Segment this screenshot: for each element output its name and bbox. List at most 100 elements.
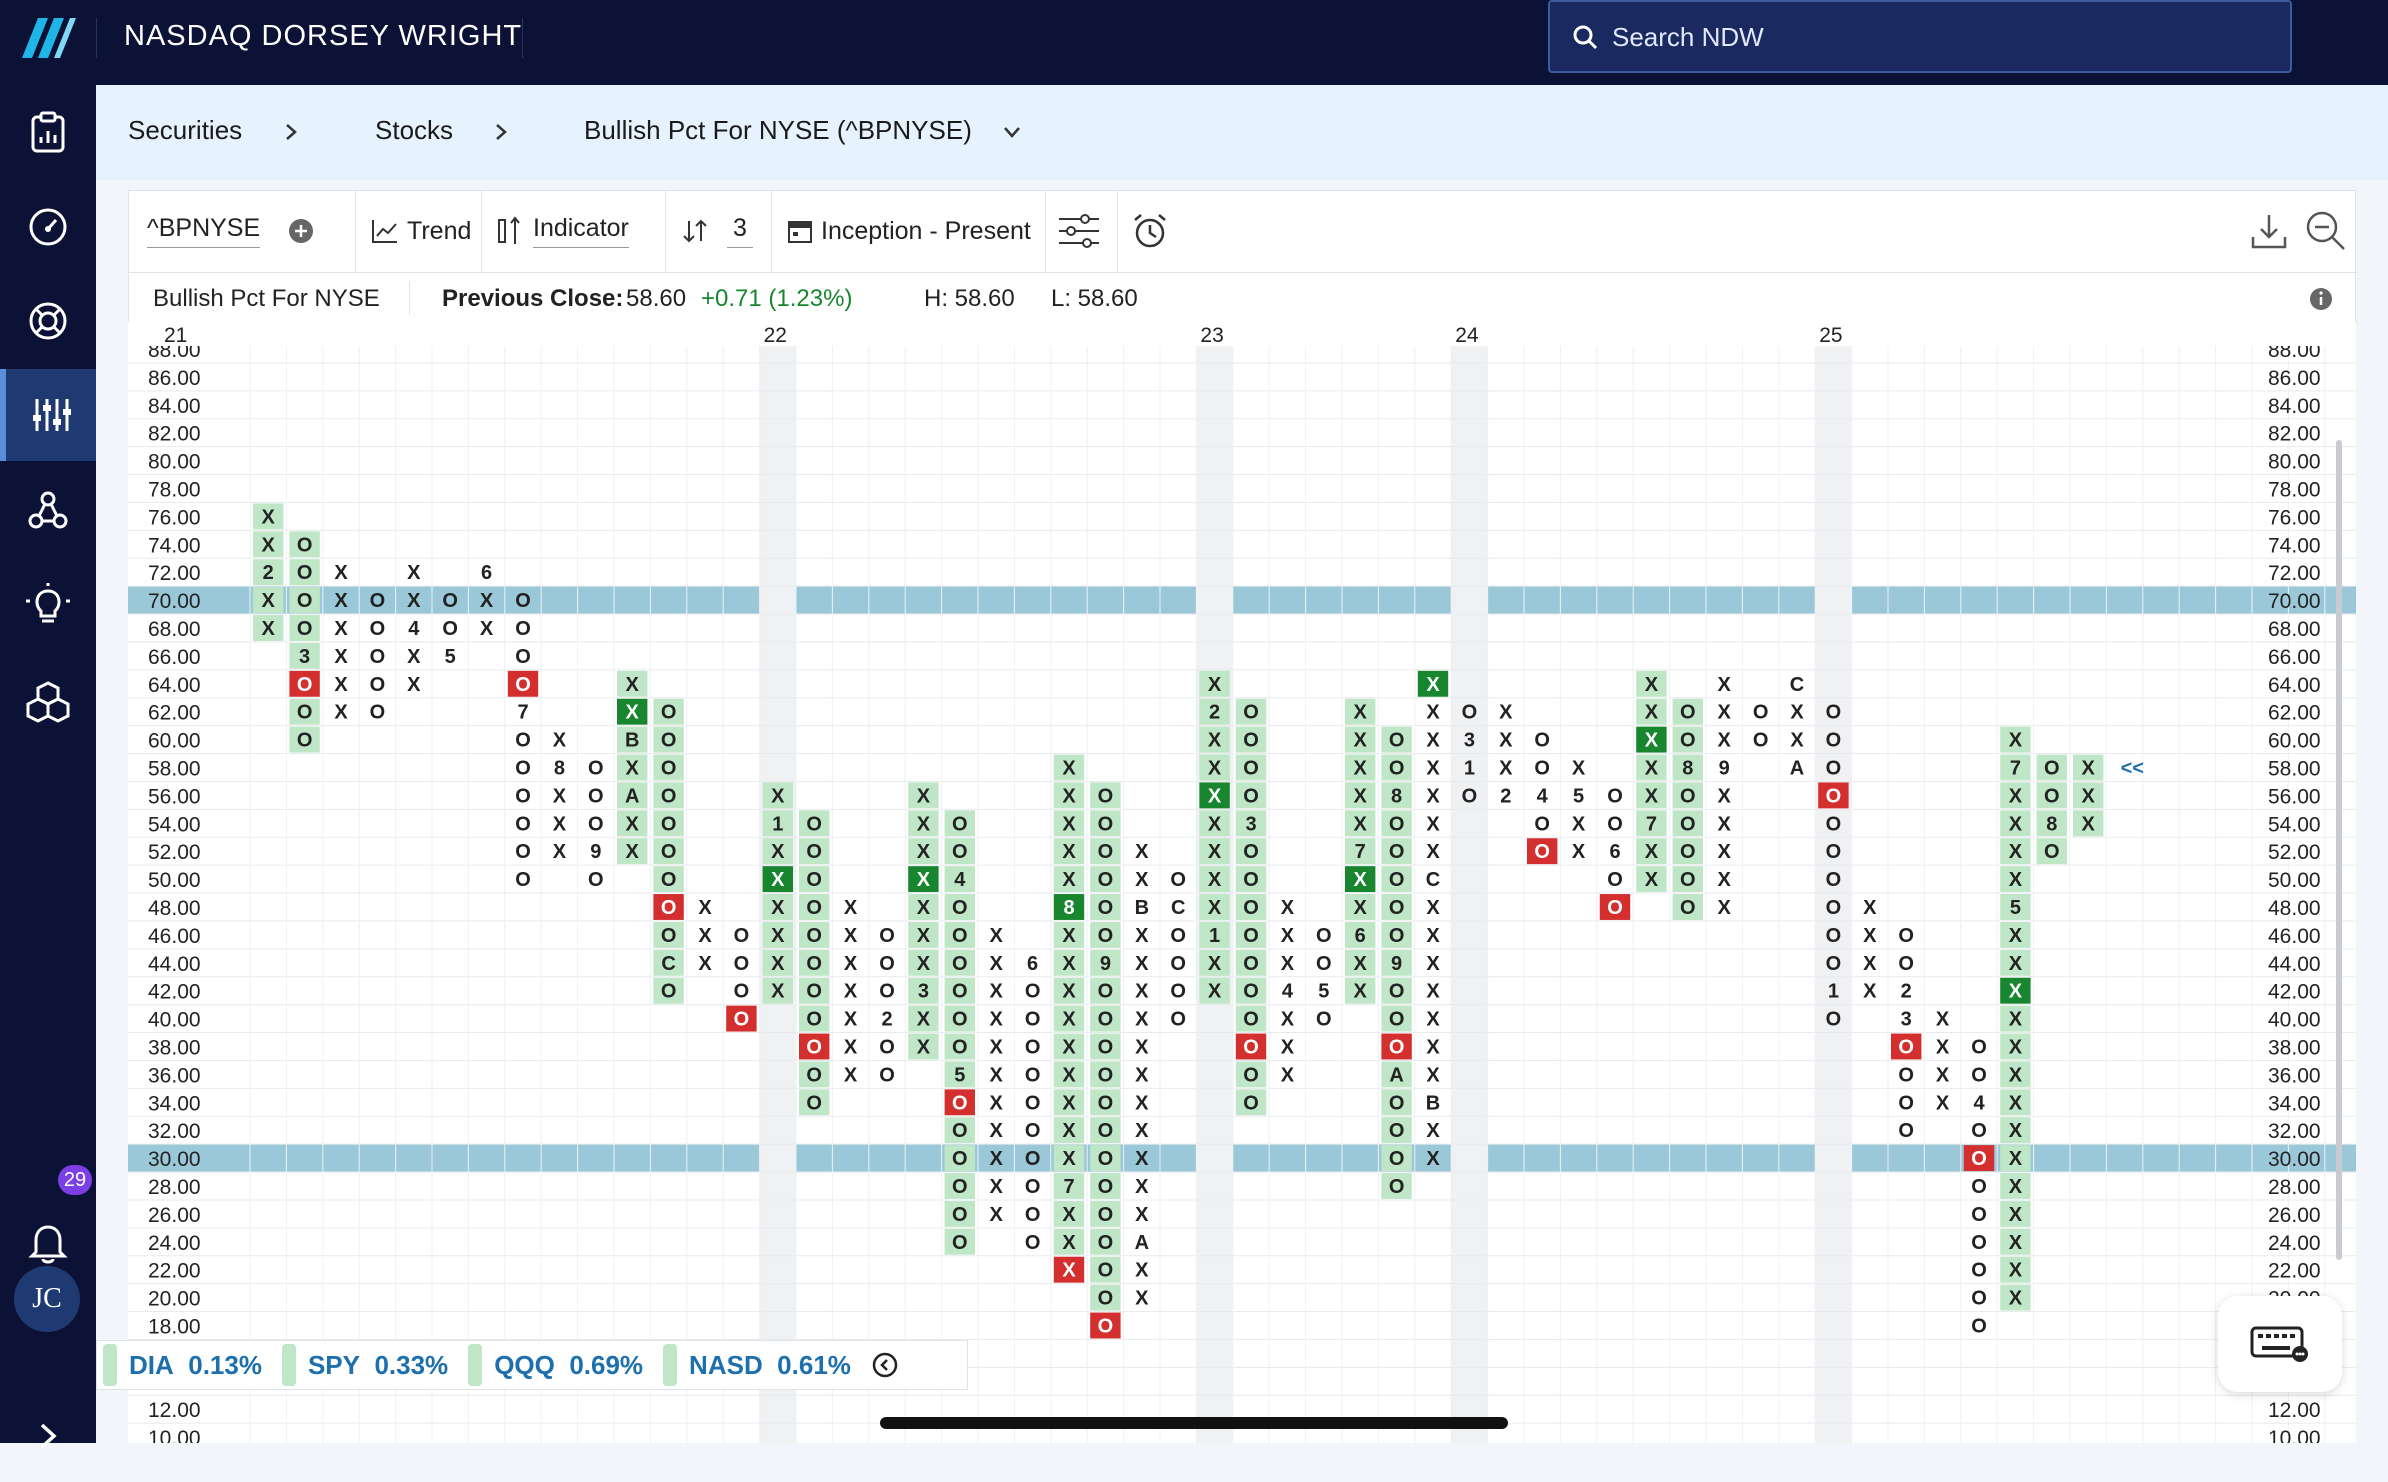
pf-box bbox=[2073, 810, 2104, 837]
ticker-qqq[interactable]: QQQ 0.69% bbox=[462, 1340, 657, 1390]
pf-box bbox=[762, 838, 793, 865]
pf-o-mark: O bbox=[1098, 813, 1114, 835]
pf-x-mark: X bbox=[1354, 758, 1368, 780]
zoom-out-icon[interactable] bbox=[2304, 209, 2348, 253]
settings-sliders-icon bbox=[1059, 214, 1099, 248]
pf-o-mark: O bbox=[515, 618, 531, 640]
nasdaq-logo[interactable] bbox=[18, 14, 78, 62]
pf-box bbox=[2073, 782, 2104, 809]
pf-o-mark: O bbox=[588, 785, 604, 807]
breadcrumb-stocks[interactable]: Stocks bbox=[375, 115, 454, 145]
ticker-nasd[interactable]: NASD 0.61% bbox=[657, 1340, 865, 1390]
sidebar-reports-button[interactable] bbox=[0, 87, 96, 179]
alarm-clock-icon bbox=[1134, 214, 1166, 248]
info-icon[interactable] bbox=[2309, 287, 2333, 311]
pf-o-mark: O bbox=[1243, 841, 1259, 863]
ticker-expand-icon[interactable] bbox=[871, 1351, 899, 1379]
sidebar-dashboard-button[interactable] bbox=[0, 181, 96, 273]
pf-o-mark: O bbox=[806, 981, 822, 1003]
pf-x-mark: X bbox=[1208, 730, 1222, 752]
pf-box bbox=[1053, 782, 1085, 809]
pf-x-mark: X bbox=[1062, 1092, 1076, 1114]
pf-box bbox=[1636, 838, 1667, 865]
pf-box bbox=[1345, 754, 1376, 781]
pf-x-mark: X bbox=[1426, 953, 1440, 975]
pf-box bbox=[1053, 1200, 1085, 1227]
pf-o-mark: O bbox=[661, 841, 677, 863]
alert-button[interactable] bbox=[1131, 211, 1169, 251]
pf-o-mark: O bbox=[1389, 758, 1405, 780]
speedometer-icon bbox=[29, 208, 67, 246]
sidebar-charts-button[interactable] bbox=[0, 369, 96, 461]
info-divider bbox=[409, 281, 410, 315]
trend-button[interactable]: Trend bbox=[371, 211, 471, 251]
pf-x-mark: X bbox=[1135, 1064, 1149, 1086]
breadcrumb-current[interactable]: Bullish Pct For NYSE (^BPNYSE) bbox=[584, 115, 972, 145]
search-input[interactable] bbox=[1612, 2, 2272, 72]
pf-o-mark: O bbox=[1170, 925, 1186, 947]
pf-x-mark: X bbox=[1936, 1009, 1950, 1031]
pf-o-mark: O bbox=[1389, 813, 1405, 835]
pf-o-mark: 4 bbox=[1537, 785, 1549, 807]
pf-o-mark: 3 bbox=[1464, 730, 1475, 752]
pf-x-mark: X bbox=[1645, 674, 1659, 696]
sidebar-ideas-button[interactable] bbox=[0, 559, 96, 651]
pf-x-mark: X bbox=[2009, 981, 2023, 1003]
vertical-scrollbar[interactable] bbox=[2336, 440, 2342, 1260]
keyboard-button[interactable] bbox=[2218, 1296, 2342, 1392]
pf-x-mark: X bbox=[2009, 1037, 2023, 1059]
box-reversal-select[interactable]: 3 bbox=[681, 211, 753, 251]
pf-box bbox=[908, 1005, 939, 1032]
pf-x-mark: X bbox=[2009, 813, 2023, 835]
pf-box bbox=[908, 866, 939, 893]
chart-settings-button[interactable] bbox=[1057, 211, 1101, 251]
chevron-down-icon[interactable] bbox=[1002, 125, 1022, 139]
symbol-value[interactable]: ^BPNYSE bbox=[147, 214, 261, 248]
breadcrumb: Securities Stocks Bullish Pct For NYSE (… bbox=[96, 85, 2388, 180]
chevron-right-icon bbox=[286, 124, 297, 140]
sidebar-expand-button[interactable] bbox=[0, 1390, 96, 1482]
pf-x-mark: X bbox=[917, 897, 931, 919]
pf-o-mark: O bbox=[952, 1204, 968, 1226]
pf-box bbox=[253, 531, 284, 558]
y-axis-tick-right: 40.00 bbox=[2268, 1009, 2321, 1032]
user-avatar[interactable]: JC bbox=[14, 1266, 80, 1332]
pf-box bbox=[653, 754, 684, 781]
sidebar-models-button[interactable] bbox=[0, 655, 96, 747]
pf-box bbox=[908, 1033, 939, 1060]
indicator-button[interactable]: Indicator bbox=[497, 211, 629, 251]
sidebar-notifications-button[interactable] bbox=[0, 1197, 96, 1289]
sidebar-support-button[interactable] bbox=[0, 275, 96, 367]
sidebar-network-button[interactable] bbox=[0, 465, 96, 557]
pf-box bbox=[1345, 949, 1376, 976]
pf-x-mark: 4 bbox=[408, 618, 420, 640]
pf-o-mark: 8 bbox=[1391, 785, 1402, 807]
breadcrumb-securities[interactable]: Securities bbox=[128, 115, 243, 145]
point-figure-chart[interactable]: 88.00 88.00 86.00 86.00 84.00 84.00 82.00 82.00… bbox=[128, 322, 2356, 1443]
pf-box bbox=[944, 921, 975, 948]
pf-o-mark: O bbox=[806, 841, 822, 863]
date-range-button[interactable]: Inception - Present bbox=[787, 211, 1031, 251]
keyboard-icon bbox=[2250, 1326, 2308, 1362]
pf-o-mark: O bbox=[1170, 981, 1186, 1003]
pf-o-mark: O bbox=[1898, 1064, 1914, 1086]
pf-o-mark: O bbox=[297, 590, 313, 612]
download-icon[interactable] bbox=[2249, 211, 2289, 251]
pf-x-mark: X bbox=[1281, 1009, 1295, 1031]
add-circle-icon[interactable] bbox=[288, 218, 314, 244]
symbol-field[interactable]: ^BPNYSE bbox=[147, 211, 314, 251]
pf-box bbox=[1053, 866, 1085, 893]
y-axis-tick-left: 74.00 bbox=[148, 534, 201, 557]
pf-x-mark: X bbox=[2009, 1260, 2023, 1282]
pf-box bbox=[1345, 810, 1376, 837]
search-box[interactable] bbox=[1548, 0, 2292, 73]
pf-o-mark: O bbox=[2044, 841, 2060, 863]
pf-o-mark: O bbox=[1243, 1037, 1259, 1059]
ticker-dia[interactable]: DIA 0.13% bbox=[97, 1340, 276, 1390]
pf-x-mark: X bbox=[1062, 1232, 1076, 1254]
pf-o-mark: O bbox=[1243, 730, 1259, 752]
y-axis-tick-right: 32.00 bbox=[2268, 1120, 2321, 1143]
pf-x-mark: X bbox=[1426, 702, 1440, 724]
ticker-spy[interactable]: SPY 0.33% bbox=[276, 1340, 462, 1390]
